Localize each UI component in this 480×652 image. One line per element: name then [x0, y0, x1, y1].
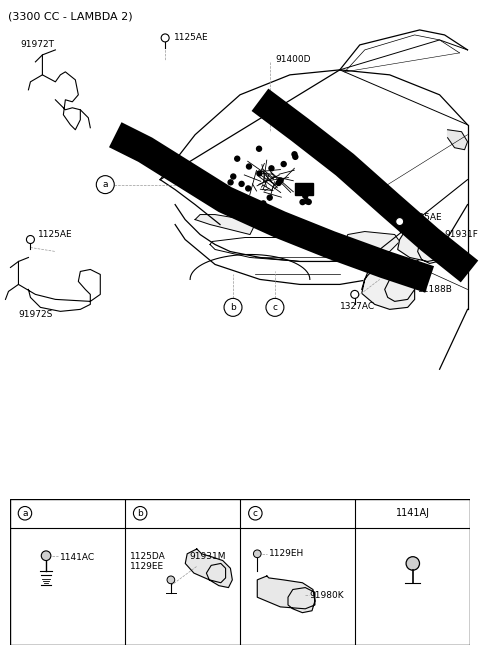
Text: (3300 CC - LAMBDA 2): (3300 CC - LAMBDA 2)	[9, 12, 133, 22]
Circle shape	[278, 178, 283, 183]
Circle shape	[167, 576, 175, 584]
Circle shape	[306, 200, 311, 205]
Circle shape	[237, 192, 242, 198]
Circle shape	[239, 181, 244, 186]
Circle shape	[396, 218, 404, 226]
Text: 1125DA: 1125DA	[130, 552, 165, 561]
Text: 1141AJ: 1141AJ	[396, 509, 430, 518]
Text: 91931F: 91931F	[444, 230, 479, 239]
Circle shape	[257, 171, 262, 176]
Circle shape	[228, 180, 233, 185]
Polygon shape	[362, 267, 415, 309]
Circle shape	[133, 507, 147, 520]
Text: 1125AE: 1125AE	[174, 33, 209, 42]
Circle shape	[276, 181, 281, 185]
Text: a: a	[103, 180, 108, 189]
Text: b: b	[230, 303, 236, 312]
Circle shape	[249, 507, 262, 520]
Text: 91188B: 91188B	[418, 285, 453, 294]
Text: 91931M: 91931M	[189, 552, 226, 561]
Text: 91972S: 91972S	[18, 310, 53, 319]
Circle shape	[253, 203, 258, 209]
Circle shape	[304, 199, 309, 203]
Text: 1129EH: 1129EH	[269, 549, 304, 558]
Circle shape	[266, 299, 284, 316]
Circle shape	[293, 155, 298, 159]
Bar	[295, 183, 313, 194]
Text: 1125AE: 1125AE	[38, 230, 73, 239]
Circle shape	[267, 195, 272, 200]
Text: 91980K: 91980K	[309, 591, 344, 600]
Circle shape	[232, 197, 237, 201]
Circle shape	[303, 194, 308, 198]
Circle shape	[247, 164, 252, 169]
Text: 1129EE: 1129EE	[130, 562, 164, 571]
Polygon shape	[252, 89, 478, 282]
Circle shape	[235, 156, 240, 161]
Circle shape	[351, 290, 359, 299]
Circle shape	[161, 34, 169, 42]
Polygon shape	[109, 122, 434, 293]
Circle shape	[269, 166, 274, 171]
Circle shape	[96, 175, 114, 194]
Circle shape	[253, 550, 261, 557]
Text: c: c	[273, 303, 277, 312]
Text: 91400D: 91400D	[275, 55, 311, 65]
Circle shape	[261, 201, 266, 206]
Text: 1327AC: 1327AC	[340, 302, 375, 311]
Circle shape	[406, 557, 420, 570]
Polygon shape	[195, 215, 255, 235]
Polygon shape	[397, 231, 440, 263]
Circle shape	[26, 235, 35, 243]
Text: b: b	[137, 509, 143, 518]
Circle shape	[246, 186, 251, 191]
Circle shape	[231, 174, 236, 179]
Circle shape	[253, 209, 258, 214]
Circle shape	[300, 200, 305, 205]
Circle shape	[41, 551, 51, 561]
Polygon shape	[185, 549, 232, 587]
Text: c: c	[253, 509, 258, 518]
Circle shape	[250, 215, 255, 219]
Circle shape	[281, 162, 286, 166]
Circle shape	[224, 299, 242, 316]
Polygon shape	[447, 130, 468, 150]
Polygon shape	[257, 576, 315, 613]
Text: 1125AE: 1125AE	[408, 213, 442, 222]
Circle shape	[292, 152, 297, 156]
Text: 91972T: 91972T	[21, 40, 54, 50]
Polygon shape	[345, 231, 400, 254]
Text: a: a	[22, 509, 28, 518]
Text: 1141AC: 1141AC	[60, 553, 95, 562]
Circle shape	[256, 146, 262, 151]
Circle shape	[18, 507, 32, 520]
